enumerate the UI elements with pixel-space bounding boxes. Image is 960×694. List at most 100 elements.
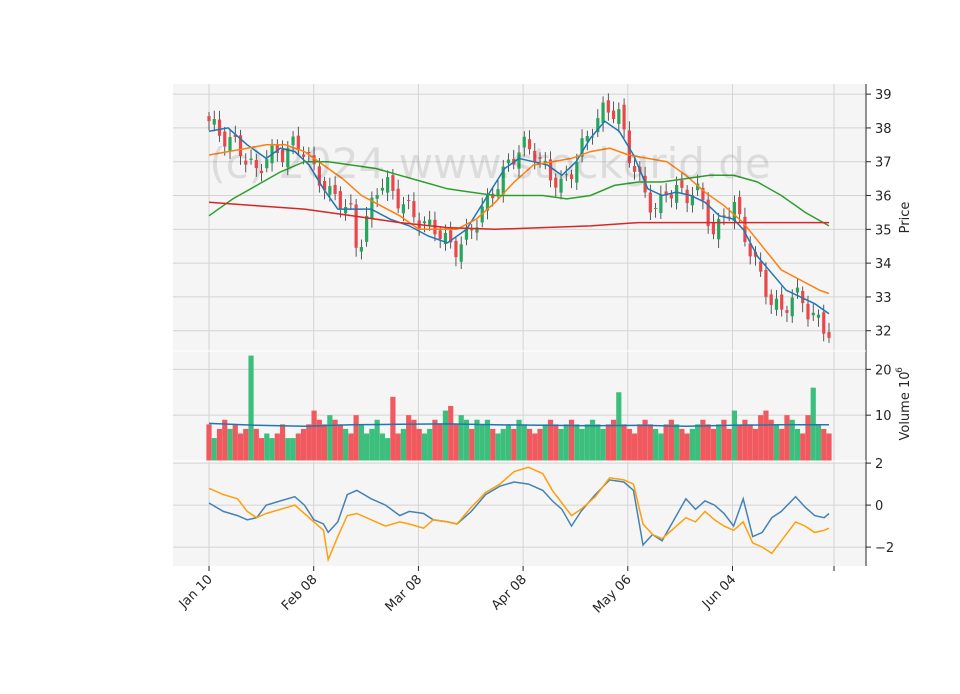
candle-body (654, 207, 658, 209)
volume-bar (479, 424, 485, 461)
candle-body (249, 158, 253, 160)
candle-body (774, 298, 779, 310)
volume-bar (721, 419, 727, 461)
candle-body (259, 170, 264, 174)
candle-body (312, 155, 316, 165)
y-tick-label: 0 (875, 499, 883, 514)
volume-bar (815, 424, 822, 461)
candle-body (207, 116, 211, 122)
volume-bar (605, 424, 611, 461)
volume-bar (369, 428, 375, 461)
x-tick-label: Jun 04 (699, 572, 739, 612)
volume-bar (495, 433, 501, 461)
volume-bar (484, 419, 491, 461)
candle-body (564, 174, 568, 176)
volume-bar (348, 433, 354, 461)
candle-body (596, 118, 600, 133)
volume-bar (521, 424, 527, 461)
volume-bar (232, 424, 238, 461)
candle-body (349, 203, 353, 205)
candle-body (816, 314, 821, 318)
candle-body (517, 152, 521, 169)
volume-bar (758, 415, 764, 461)
volume-bar (768, 419, 774, 461)
volume-bar (789, 419, 795, 461)
candle-body (454, 240, 458, 258)
volume-bar (631, 433, 638, 461)
volume-axis-label: Volume 10 (898, 371, 913, 440)
candle-body (811, 312, 815, 316)
volume-bar (463, 419, 470, 461)
candle-body (370, 197, 374, 219)
volume-bar (358, 424, 364, 461)
y-tick-label: 39 (875, 88, 892, 103)
candle-body (459, 244, 463, 262)
volume-bar (610, 419, 617, 461)
candle-body (433, 219, 437, 235)
candle-body (491, 193, 495, 199)
x-tick-label: May 06 (590, 572, 634, 616)
volume-bar (206, 424, 212, 461)
x-tick-label: Apr 08 (489, 572, 530, 613)
candle-body (344, 206, 348, 214)
volume-bar (742, 419, 748, 461)
candle-body (401, 204, 406, 214)
volume-bar (353, 415, 359, 461)
volume-bar (684, 433, 690, 461)
candle-body (449, 230, 453, 243)
candle-body (685, 189, 689, 204)
candle-body (611, 110, 616, 120)
volume-bar (763, 410, 769, 461)
volume-bar (821, 428, 827, 461)
candle-body (727, 216, 731, 218)
candle-body (386, 177, 390, 193)
oscillator-panel: −2 0 2 (173, 457, 894, 566)
volume-bar (448, 406, 454, 461)
volume-bar (731, 410, 738, 461)
volume-bar (526, 428, 533, 461)
candle-body (464, 227, 469, 240)
candle-body (527, 139, 532, 150)
volume-bar (295, 433, 301, 461)
volume-bar (253, 428, 259, 461)
volume-bar (327, 415, 333, 461)
candle-body (275, 145, 279, 154)
volume-bar (395, 433, 401, 461)
volume-bar (432, 419, 438, 461)
volume-bar (474, 419, 480, 461)
y-tick-label: 33 (875, 291, 892, 306)
candle-body (759, 261, 763, 272)
candle-body (391, 175, 395, 191)
candle-body (554, 177, 558, 188)
volume-bar (406, 415, 412, 461)
candle-body (485, 194, 490, 211)
volume-bar (279, 424, 286, 461)
candle-body (617, 109, 621, 124)
price-axis-label: Price (898, 202, 913, 234)
volume-bar (274, 433, 280, 461)
candle-body (659, 194, 663, 213)
candle-body (701, 187, 705, 201)
volume-bar (626, 428, 632, 461)
volume-bar (695, 424, 701, 461)
volume-bar (364, 433, 370, 461)
candle-body (696, 183, 700, 191)
y-tick-label: 20 (875, 363, 892, 378)
candle-body (717, 218, 721, 240)
candle-body (822, 312, 826, 334)
volume-bar (710, 428, 717, 461)
candle-body (359, 246, 363, 252)
y-tick-label: 36 (875, 190, 892, 205)
volume-bar (558, 428, 564, 461)
candle-body (407, 200, 411, 202)
volume-bar (453, 424, 459, 461)
volume-bar (458, 415, 464, 461)
panel-background (173, 461, 866, 566)
candle-body (806, 303, 810, 320)
candle-body (559, 178, 563, 193)
candle-body (501, 166, 505, 195)
candle-body (606, 100, 610, 113)
volume-bar (537, 428, 543, 461)
candle-body (301, 154, 306, 157)
candle-body (664, 191, 668, 196)
